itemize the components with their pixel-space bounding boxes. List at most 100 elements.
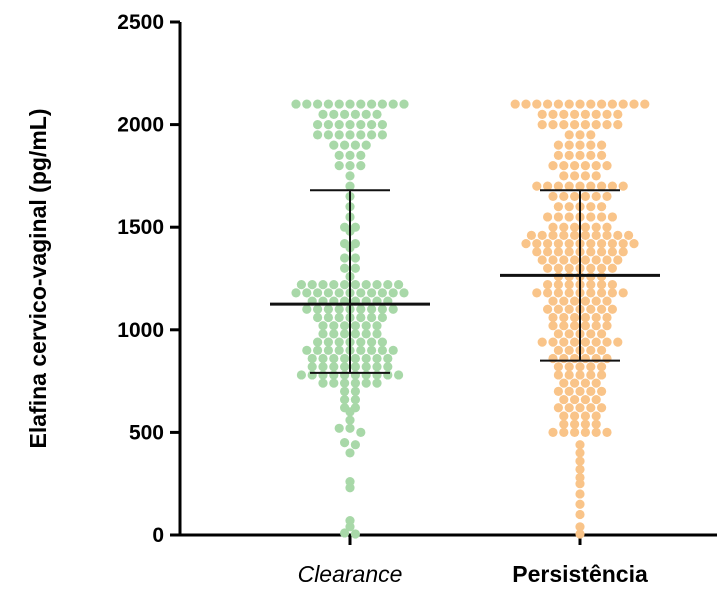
data-point [586,304,596,314]
data-point [580,296,591,306]
data-point [543,239,553,249]
y-tick-label: 2000 [117,114,164,137]
data-point [334,99,344,109]
data-point [597,99,607,109]
data-point [372,362,382,372]
data-point [586,386,596,396]
data-point [618,181,628,191]
data-point [548,120,558,130]
data-point [323,99,333,109]
data-point [575,370,585,380]
data-point [548,222,558,232]
data-point [570,394,580,405]
data-point [356,345,366,355]
data-point [602,321,612,331]
data-point [586,345,596,355]
data-point [553,329,564,339]
data-point [345,120,355,130]
data-point [361,321,371,331]
data-point [548,353,558,364]
data-point [602,120,612,130]
data-point [350,440,360,450]
data-point [564,362,574,372]
data-point [553,345,564,355]
data-point [607,239,618,249]
data-point [543,212,553,222]
data-point [570,312,580,323]
data-point [564,99,574,109]
data-point [618,239,628,249]
data-point [597,181,607,191]
data-point [559,312,569,323]
data-point [329,280,339,290]
data-point [345,477,355,487]
data-point [383,362,393,372]
data-point [586,329,596,339]
data-point [543,304,553,314]
data-point [340,222,350,232]
data-point [575,456,585,466]
data-point [580,255,591,265]
data-point [570,321,580,331]
data-point [340,362,350,372]
data-point [575,386,585,396]
x-category-label: Clearance [298,561,403,587]
data-point [570,109,580,119]
data-points [291,99,650,539]
data-point [591,222,601,232]
data-point [602,296,612,306]
data-point [597,345,607,355]
data-point [350,239,360,249]
data-point [564,239,574,249]
data-point [553,150,564,160]
data-point [586,212,596,222]
data-point [564,130,574,140]
data-point [367,337,377,347]
data-point [564,345,574,355]
data-point [607,181,618,191]
data-point [350,394,360,405]
data-point [580,230,591,241]
data-point [345,171,355,181]
data-point [607,247,618,257]
data-point [367,288,377,298]
data-point [548,230,558,241]
data-point [318,109,328,119]
data-point [597,370,607,380]
y-tick-label: 1500 [117,216,164,239]
data-point [350,353,360,364]
data-point [559,378,569,388]
data-point [345,181,355,191]
data-point [559,321,569,331]
data-point [318,329,328,339]
data-point [586,239,596,249]
data-point [607,263,618,273]
data-point [367,120,377,130]
data-point [350,263,360,273]
data-point [575,140,585,150]
data-point [350,386,360,396]
data-point [580,312,591,323]
data-point [570,296,580,306]
data-point [291,99,301,109]
data-point [624,230,634,241]
data-point [318,378,328,388]
data-point [575,99,585,109]
data-point [629,239,639,249]
data-point [350,253,360,263]
data-point [334,312,344,323]
data-point [377,304,387,314]
data-point [586,140,596,150]
data-point [559,222,569,232]
data-point [564,386,574,396]
data-point [553,212,564,222]
data-point [372,329,382,339]
data-point [340,253,350,263]
data-point [597,386,607,396]
data-point [618,288,628,298]
data-point [361,280,371,290]
data-point [564,304,574,314]
data-point [318,280,328,290]
data-point [537,230,547,241]
